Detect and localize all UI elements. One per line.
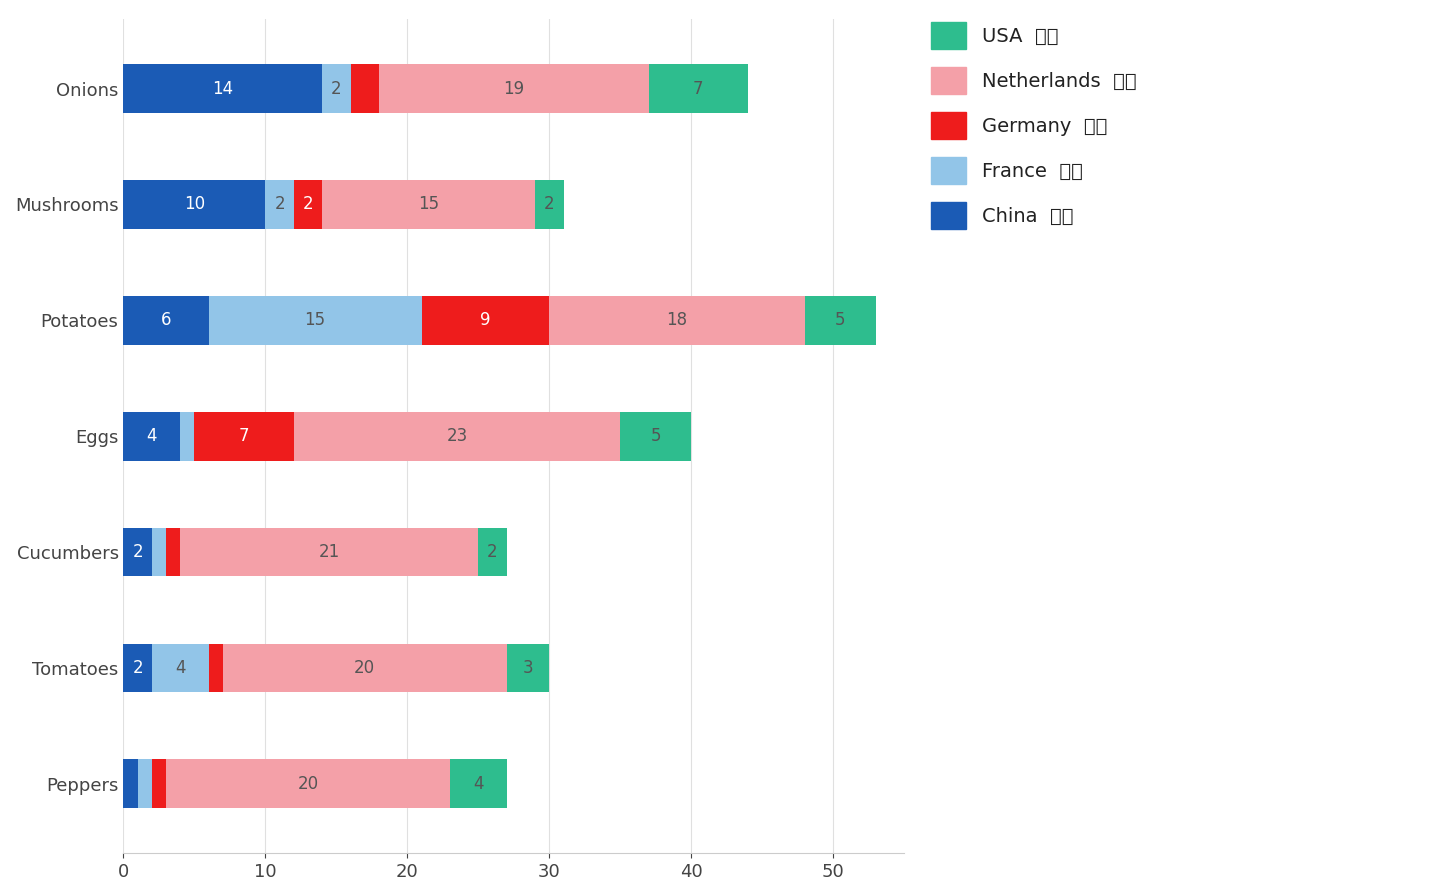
Text: 7: 7 — [693, 80, 703, 98]
Bar — [649, 65, 748, 113]
Bar — [151, 643, 208, 693]
Bar — [124, 643, 151, 693]
Text: 10: 10 — [183, 195, 205, 213]
Bar — [195, 412, 294, 461]
Bar — [479, 528, 507, 576]
Bar — [450, 760, 507, 808]
Bar — [124, 180, 265, 228]
Bar — [805, 296, 875, 345]
Bar — [208, 296, 422, 345]
Bar — [294, 412, 620, 461]
Bar — [223, 643, 507, 693]
Bar — [507, 643, 549, 693]
Text: 15: 15 — [418, 195, 440, 213]
Text: 5: 5 — [836, 311, 846, 330]
Bar — [124, 528, 151, 576]
Bar — [181, 412, 195, 461]
Text: 7: 7 — [239, 427, 249, 445]
Text: 2: 2 — [132, 659, 143, 676]
Text: 19: 19 — [504, 80, 524, 98]
Bar — [124, 296, 208, 345]
Bar — [549, 296, 805, 345]
Bar — [166, 528, 181, 576]
Text: 14: 14 — [213, 80, 233, 98]
Bar — [620, 412, 692, 461]
Bar — [151, 760, 166, 808]
Bar — [124, 760, 138, 808]
Bar — [536, 180, 563, 228]
Text: 2: 2 — [545, 195, 555, 213]
Bar — [181, 528, 479, 576]
Legend: USA  🇺🇸, Netherlands  🇳🇱, Germany  🇩🇪, France  🇫🇷, China  🇨🇳: USA 🇺🇸, Netherlands 🇳🇱, Germany 🇩🇪, Fran… — [922, 13, 1146, 239]
Text: 18: 18 — [667, 311, 687, 330]
Bar — [322, 180, 536, 228]
Text: 4: 4 — [175, 659, 185, 676]
Text: 2: 2 — [132, 543, 143, 561]
Text: 2: 2 — [488, 543, 498, 561]
Text: 20: 20 — [297, 775, 319, 793]
Text: 2: 2 — [303, 195, 313, 213]
Bar — [151, 528, 166, 576]
Text: 21: 21 — [319, 543, 339, 561]
Bar — [208, 643, 223, 693]
Bar — [294, 180, 322, 228]
Bar — [379, 65, 649, 113]
Bar — [166, 760, 450, 808]
Text: 9: 9 — [480, 311, 491, 330]
Text: 15: 15 — [304, 311, 326, 330]
Text: 2: 2 — [331, 80, 342, 98]
Text: 3: 3 — [523, 659, 533, 676]
Text: 20: 20 — [354, 659, 376, 676]
Bar — [322, 65, 351, 113]
Bar — [124, 412, 181, 461]
Bar — [138, 760, 151, 808]
Text: 4: 4 — [473, 775, 483, 793]
Text: 6: 6 — [160, 311, 172, 330]
Bar — [265, 180, 294, 228]
Text: 23: 23 — [447, 427, 467, 445]
Text: 4: 4 — [147, 427, 157, 445]
Text: 5: 5 — [651, 427, 661, 445]
Bar — [351, 65, 379, 113]
Bar — [124, 65, 322, 113]
Text: 2: 2 — [274, 195, 285, 213]
Bar — [422, 296, 549, 345]
